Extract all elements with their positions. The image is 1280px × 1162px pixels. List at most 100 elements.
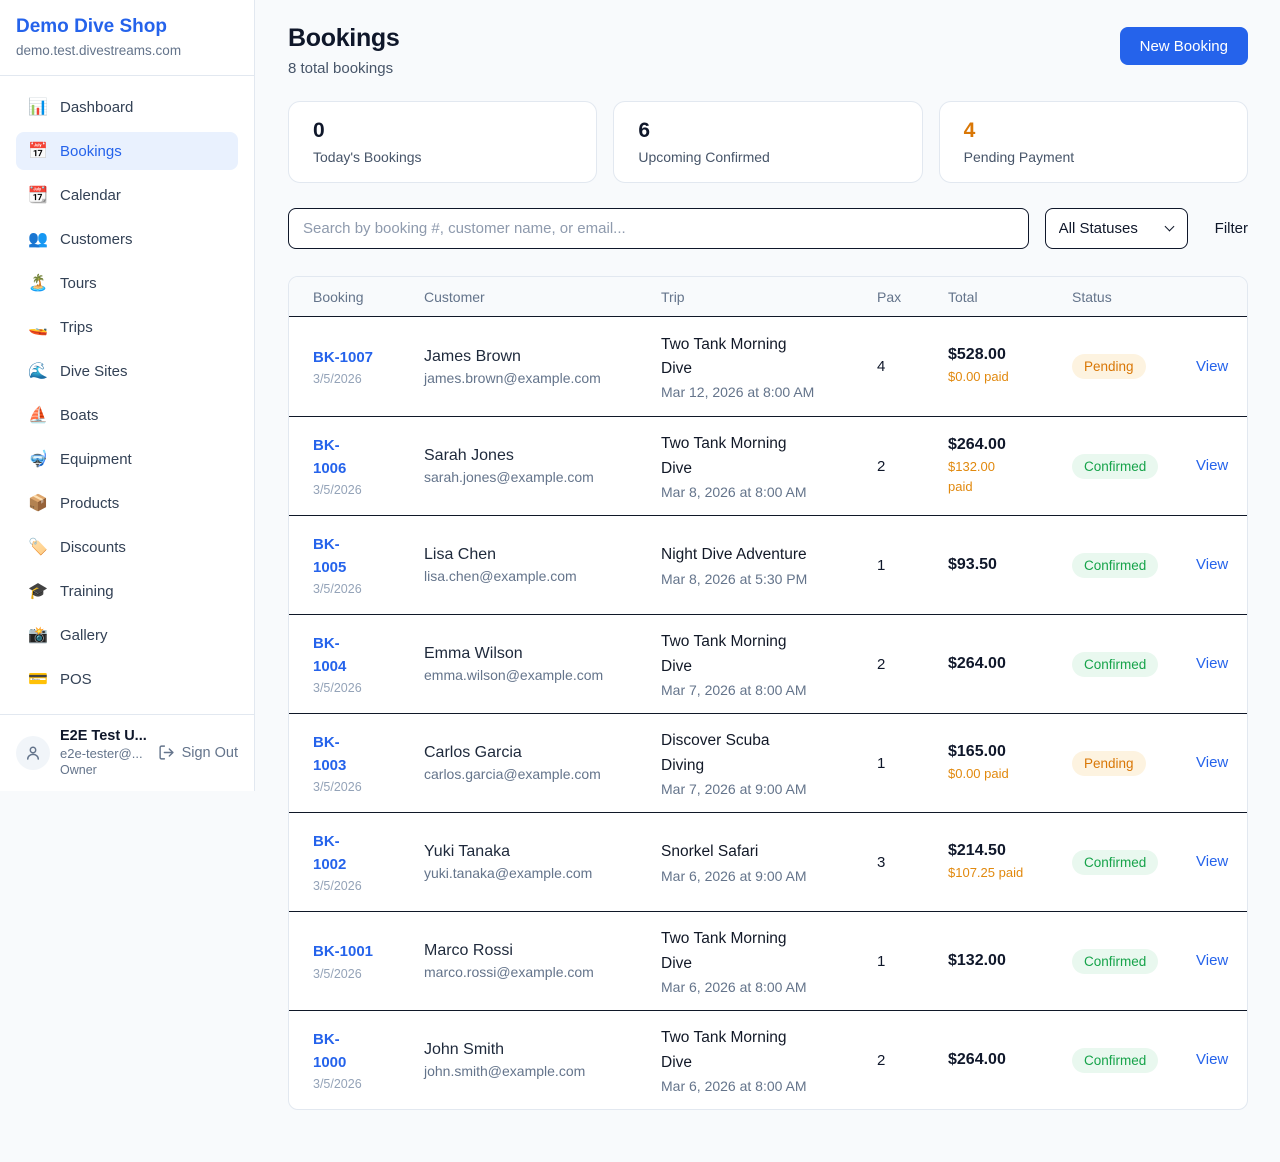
page-header: Bookings 8 total bookings New Booking: [288, 24, 1248, 77]
sidebar-item-training[interactable]: 🎓 Training: [16, 572, 238, 610]
pax-value: 1: [877, 556, 886, 574]
total-cell: $132.00: [948, 952, 1072, 970]
user-name: E2E Test U...: [60, 728, 147, 744]
trips-icon: 🚤: [28, 319, 48, 336]
stat-value: 4: [963, 119, 976, 142]
customer-email: marco.rossi@example.com: [424, 964, 594, 980]
sidebar-item-discounts[interactable]: 🏷️ Discounts: [16, 528, 238, 566]
stat-card: 6 Upcoming Confirmed: [613, 101, 923, 183]
sidebar-item-bookings[interactable]: 📅 Bookings: [16, 132, 238, 170]
sidebar-item-products[interactable]: 📦 Products: [16, 484, 238, 522]
trip-date: Mar 12, 2026 at 8:00 AM: [661, 384, 815, 401]
total-cell: $93.50: [948, 556, 1072, 574]
sidebar-item-label: Calendar: [60, 186, 121, 204]
equipment-icon: 🤿: [28, 451, 48, 468]
table-row: BK- 1002 3/5/2026 Yuki Tanaka yuki.tanak…: [289, 812, 1247, 911]
booking-cell: BK- 1003 3/5/2026: [313, 732, 424, 794]
sidebar-item-tours[interactable]: 🏝️ Tours: [16, 264, 238, 302]
view-link[interactable]: View: [1196, 1051, 1229, 1068]
booking-date: 3/5/2026: [313, 1077, 362, 1091]
booking-id-link[interactable]: BK- 1006: [313, 437, 347, 477]
status-cell: Confirmed: [1072, 849, 1196, 875]
booking-date: 3/5/2026: [313, 879, 362, 893]
table-row: BK-1001 3/5/2026 Marco Rossi marco.rossi…: [289, 911, 1247, 1010]
trip-cell: Two Tank Morning Dive Mar 6, 2026 at 8:0…: [661, 1026, 877, 1093]
status-cell: Confirmed: [1072, 453, 1196, 479]
total-amount: $165.00: [948, 742, 1006, 760]
sidebar-item-boats[interactable]: ⛵ Boats: [16, 396, 238, 434]
booking-id-link[interactable]: BK-1001: [313, 943, 374, 961]
new-booking-button[interactable]: New Booking: [1119, 27, 1248, 65]
customer-name: Marco Rossi: [424, 942, 513, 959]
view-link[interactable]: View: [1196, 457, 1229, 474]
booking-date: 3/5/2026: [313, 966, 362, 981]
view-link[interactable]: View: [1196, 952, 1229, 969]
status-select[interactable]: All Statuses: [1044, 208, 1188, 249]
booking-id-link[interactable]: BK- 1000: [313, 1031, 347, 1071]
sidebar-item-customers[interactable]: 👥 Customers: [16, 220, 238, 258]
bookings-table: Booking Customer Trip Pax Total Status B…: [288, 276, 1248, 1110]
customer-email: carlos.garcia@example.com: [424, 766, 601, 782]
sidebar-item-pos[interactable]: 💳 POS: [16, 660, 238, 698]
booking-id-link[interactable]: BK- 1005: [313, 536, 347, 576]
trip-name: Two Tank Morning Dive: [661, 1029, 787, 1071]
customer-cell: Yuki Tanaka yuki.tanaka@example.com: [424, 843, 661, 881]
pax-value: 2: [877, 1051, 886, 1069]
column-header-trip: Trip: [661, 288, 685, 305]
sidebar-item-label: Dashboard: [60, 98, 134, 116]
status-cell: Confirmed: [1072, 948, 1196, 974]
status-cell: Pending: [1072, 750, 1196, 776]
column-header-pax: Pax: [877, 288, 902, 305]
booking-id-link[interactable]: BK-1007: [313, 348, 374, 366]
view-link[interactable]: View: [1196, 853, 1229, 870]
sidebar-item-label: Boats: [60, 406, 99, 424]
stat-card: 4 Pending Payment: [938, 101, 1248, 183]
status-badge: Confirmed: [1072, 651, 1159, 677]
total-amount: $528.00: [948, 346, 1006, 364]
trip-cell: Discover Scuba Diving Mar 7, 2026 at 9:0…: [661, 729, 877, 796]
booking-cell: BK- 1002 3/5/2026: [313, 831, 424, 893]
gallery-icon: 📸: [28, 627, 48, 644]
status-cell: Pending: [1072, 354, 1196, 379]
filter-controls: All Statuses Filter: [288, 208, 1248, 249]
status-badge: Confirmed: [1072, 1047, 1159, 1073]
stat-label: Upcoming Confirmed: [638, 149, 770, 165]
status-select-wrap: All Statuses: [1044, 208, 1188, 249]
customer-email: sarah.jones@example.com: [424, 469, 594, 485]
customer-name: James Brown: [424, 347, 521, 365]
status-badge: Confirmed: [1072, 552, 1159, 578]
filter-button[interactable]: Filter: [1214, 220, 1248, 237]
customer-cell: John Smith john.smith@example.com: [424, 1041, 661, 1079]
sidebar-item-dashboard[interactable]: 📊 Dashboard: [16, 88, 238, 126]
customer-name: Carlos Garcia: [424, 744, 522, 761]
trip-cell: Two Tank Morning Dive Mar 8, 2026 at 8:0…: [661, 432, 877, 499]
sidebar-item-calendar[interactable]: 📆 Calendar: [16, 176, 238, 214]
trip-name: Discover Scuba Diving: [661, 732, 770, 774]
search-input[interactable]: [288, 208, 1029, 249]
sidebar-item-dive-sites[interactable]: 🌊 Dive Sites: [16, 352, 238, 390]
status-cell: Confirmed: [1072, 552, 1196, 578]
customer-cell: Emma Wilson emma.wilson@example.com: [424, 645, 661, 683]
calendar-icon: 📆: [28, 187, 48, 204]
table-row: BK- 1003 3/5/2026 Carlos Garcia carlos.g…: [289, 713, 1247, 812]
booking-id-link[interactable]: BK- 1004: [313, 635, 347, 675]
view-link[interactable]: View: [1196, 556, 1229, 573]
sidebar-user-footer: E2E Test U... e2e-tester@... Owner Sign …: [0, 714, 254, 791]
status-badge: Confirmed: [1072, 453, 1159, 479]
paid-amount: $0.00 paid: [948, 369, 1009, 385]
view-link[interactable]: View: [1196, 357, 1229, 375]
view-cell: View: [1196, 457, 1228, 475]
total-amount: $264.00: [948, 1051, 1006, 1068]
booking-id-link[interactable]: BK- 1002: [313, 833, 347, 873]
view-link[interactable]: View: [1196, 754, 1229, 771]
booking-id-link[interactable]: BK- 1003: [313, 734, 347, 774]
view-link[interactable]: View: [1196, 655, 1229, 672]
customer-email: john.smith@example.com: [424, 1063, 586, 1079]
sidebar-item-label: Customers: [60, 230, 133, 248]
sign-out-button[interactable]: Sign Out: [158, 744, 238, 761]
sidebar-item-equipment[interactable]: 🤿 Equipment: [16, 440, 238, 478]
sidebar-item-trips[interactable]: 🚤 Trips: [16, 308, 238, 346]
trip-cell: Two Tank Morning Dive Mar 6, 2026 at 8:0…: [661, 927, 877, 994]
sidebar-item-gallery[interactable]: 📸 Gallery: [16, 616, 238, 654]
pax-value: 4: [877, 358, 886, 375]
